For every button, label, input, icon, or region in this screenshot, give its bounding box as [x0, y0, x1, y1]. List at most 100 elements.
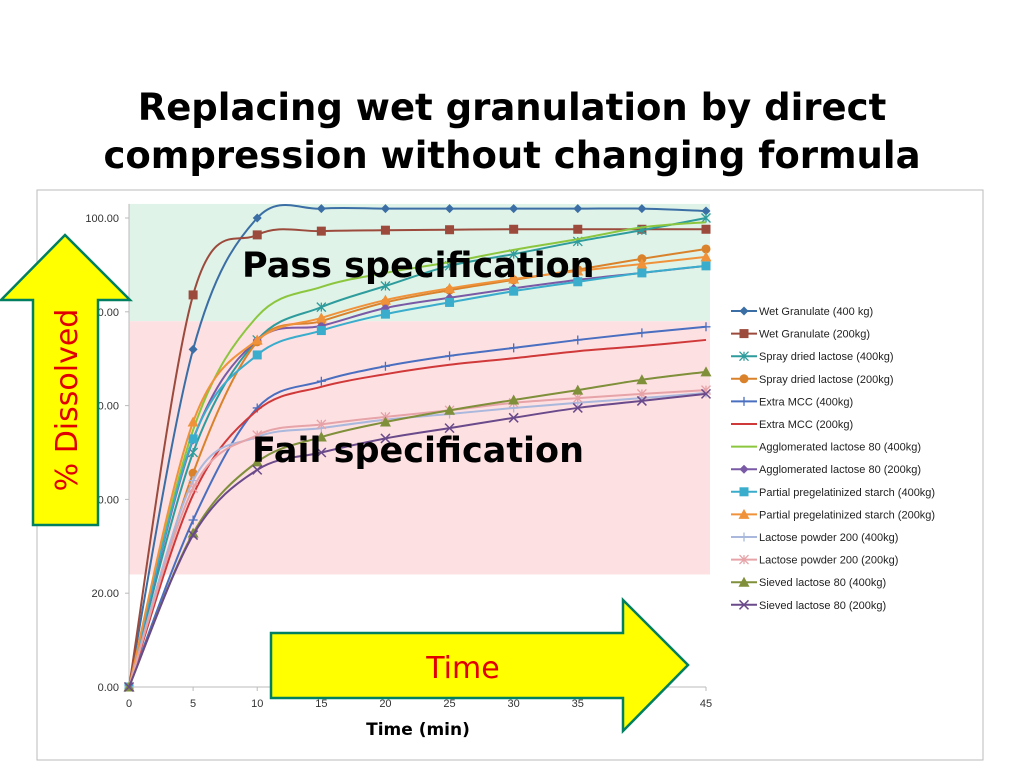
legend-item: Partial pregelatinized starch (200kg): [731, 508, 935, 521]
marker-square: [316, 326, 326, 336]
marker-triangle: [379, 294, 391, 305]
series-extra-mcc-400kg: [124, 322, 711, 692]
marker-diamond: [445, 204, 455, 214]
marker-plus: [701, 322, 711, 332]
x-tick-label: 35: [572, 698, 584, 710]
series-sieved-lactose-80-200kg: [123, 388, 712, 693]
x-tick-label: 0: [126, 698, 132, 710]
marker-square: [701, 261, 711, 271]
series-partial-pregelatinized-starch-400kg: [124, 261, 711, 692]
marker-plus: [509, 343, 519, 353]
marker-triangle: [738, 508, 750, 519]
marker-square: [739, 329, 749, 339]
marker-x: [508, 412, 519, 423]
series-extra-mcc-200kg: [128, 338, 707, 688]
x-axis-title: Time (min): [366, 720, 470, 740]
marker-asterisk: [701, 213, 711, 223]
marker-triangle: [187, 416, 199, 427]
marker-triangle: [315, 431, 327, 442]
marker-triangle: [251, 334, 263, 345]
legend-label: Agglomerated lactose 80 (200kg): [759, 464, 921, 476]
marker-x: [380, 433, 391, 444]
legend-label: Extra MCC (400kg): [759, 396, 853, 408]
legend-label: Lactose powder 200 (200kg): [759, 555, 898, 567]
marker-x: [252, 464, 263, 475]
marker-square: [380, 225, 390, 235]
legend-item: Agglomerated lactose 80 (400kg): [731, 442, 921, 454]
marker-triangle: [508, 273, 520, 284]
marker-x: [188, 530, 199, 541]
x-tick-label: 25: [443, 698, 455, 710]
series-line: [128, 370, 707, 688]
slide-title-line1: Replacing wet granulation by direct: [137, 86, 887, 129]
x-tick-label: 10: [251, 698, 263, 710]
marker-square: [445, 225, 455, 235]
legend-label: Agglomerated lactose 80 (400kg): [759, 442, 921, 454]
marker-square: [701, 224, 711, 234]
marker-asterisk: [252, 430, 263, 441]
legend-item: Lactose powder 200 (200kg): [731, 555, 898, 567]
y-arrow-label: % Dissolved: [50, 309, 85, 492]
series-wet-granulate-200kg: [124, 224, 711, 692]
marker-asterisk: [316, 302, 327, 313]
marker-diamond: [739, 306, 749, 316]
marker-x: [700, 388, 712, 399]
marker-asterisk: [739, 554, 749, 565]
legend-item: Extra MCC (200kg): [731, 419, 853, 431]
legend-item: Agglomerated lactose 80 (200kg): [731, 464, 921, 476]
marker-asterisk: [739, 351, 749, 362]
marker-diamond: [188, 344, 198, 354]
marker-square: [445, 297, 455, 307]
legend-label: Sieved lactose 80 (200kg): [759, 600, 886, 612]
marker-diamond: [316, 204, 326, 214]
marker-square: [573, 277, 583, 287]
marker-asterisk: [188, 483, 199, 494]
marker-plus: [739, 532, 749, 542]
marker-triangle: [251, 456, 263, 467]
legend-item: Extra MCC (400kg): [731, 396, 853, 408]
legend-item: Spray dried lactose (200kg): [731, 374, 894, 386]
marker-square: [188, 290, 198, 300]
marker-asterisk: [316, 419, 327, 430]
marker-x: [572, 402, 583, 413]
legend-label: Spray dried lactose (400kg): [759, 351, 894, 363]
marker-diamond: [509, 204, 519, 214]
marker-plus: [637, 328, 647, 338]
marker-x: [738, 599, 750, 610]
marker-circle: [701, 244, 711, 254]
pass-spec-label: Pass specification: [242, 246, 595, 286]
marker-triangle: [700, 366, 712, 377]
marker-circle: [739, 374, 749, 384]
marker-x: [444, 423, 455, 434]
marker-diamond: [573, 204, 583, 214]
series-lines: [123, 203, 712, 693]
marker-triangle: [738, 576, 750, 587]
legend-label: Partial pregelatinized starch (200kg): [759, 509, 935, 521]
series-line: [128, 325, 707, 688]
marker-triangle: [572, 384, 584, 395]
legend-item: Partial pregelatinized starch (400kg): [731, 487, 935, 499]
marker-square: [316, 226, 326, 236]
legend-label: Wet Granulate (400 kg): [759, 306, 873, 318]
legend-item: Spray dried lactose (400kg): [731, 351, 894, 363]
y-tick-label: 20.00: [91, 588, 119, 600]
fail-spec-label: Fail specification: [252, 431, 584, 471]
marker-square: [252, 230, 262, 240]
y-arrow: % Dissolved: [0, 233, 134, 527]
marker-triangle: [444, 282, 456, 293]
marker-plus: [380, 361, 390, 371]
marker-square: [380, 309, 390, 319]
x-tick-label: 15: [315, 698, 327, 710]
marker-plus: [573, 335, 583, 345]
legend-item: Wet Granulate (200kg): [731, 329, 870, 341]
spec-band: [129, 321, 710, 575]
series-wet-granulate-400-kg: [124, 203, 711, 692]
marker-diamond: [637, 204, 647, 214]
x-arrow: Time: [269, 596, 690, 735]
marker-square: [509, 224, 519, 234]
series-line: [128, 338, 707, 688]
y-tick-label: 100.00: [85, 213, 119, 225]
marker-triangle: [572, 265, 584, 276]
series-agglomerated-lactose-80-400kg: [128, 221, 707, 688]
marker-square: [637, 268, 647, 278]
